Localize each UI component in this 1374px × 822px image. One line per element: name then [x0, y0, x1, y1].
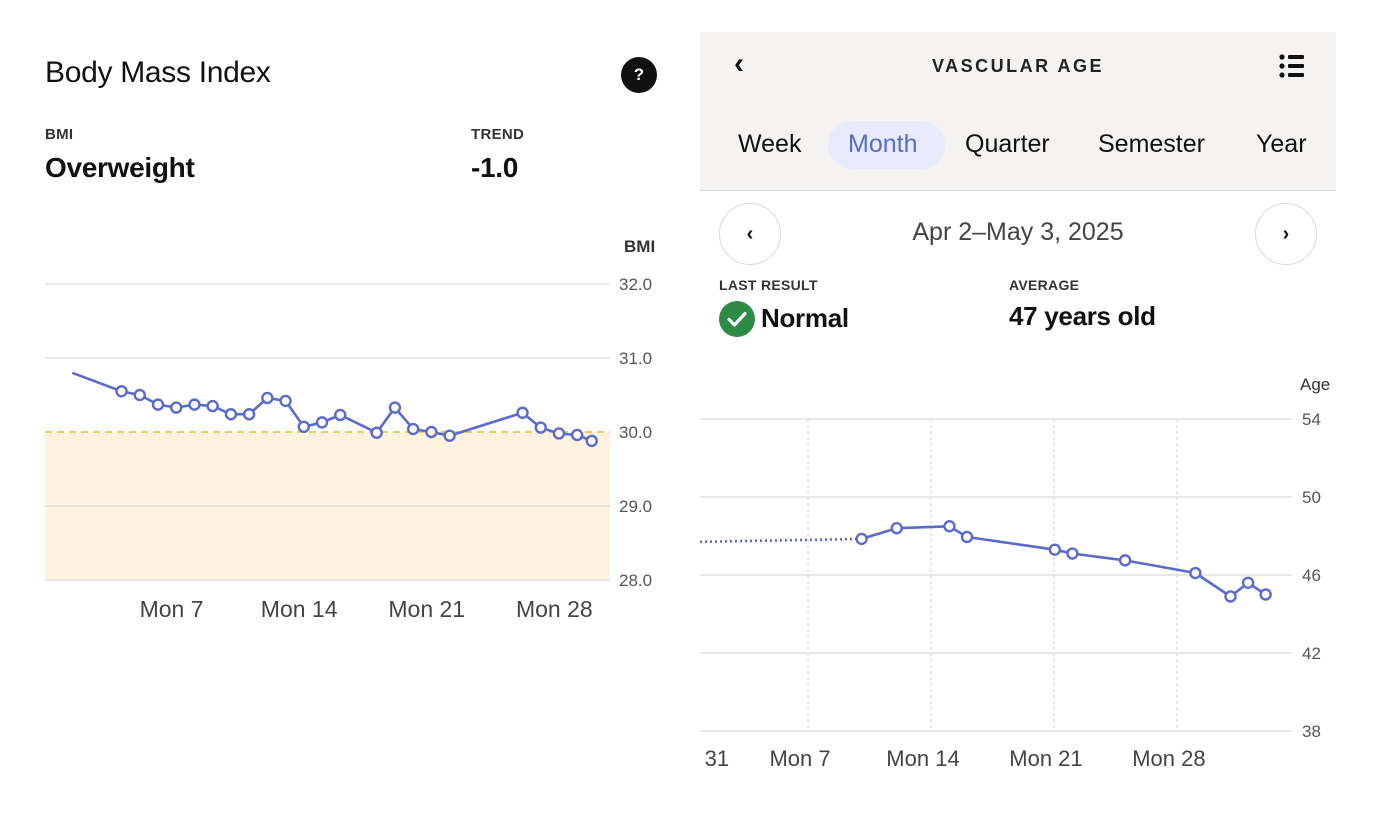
- data-point: [151, 398, 165, 411]
- x-tick-label: Mon 7: [769, 746, 830, 771]
- data-point: [1066, 547, 1079, 560]
- bmi-value: Overweight: [45, 152, 195, 183]
- bmi-panel: Body Mass Index ? BMI Overweight TREND -…: [0, 0, 690, 660]
- date-range: Apr 2–May 3, 2025: [912, 218, 1124, 246]
- data-point: [1224, 590, 1237, 603]
- data-point: [279, 394, 292, 408]
- y-tick-label: 32.0: [619, 275, 652, 294]
- x-tick-label: 31: [705, 746, 729, 771]
- y-axis-label: BMI: [624, 237, 655, 256]
- series-line: [71, 371, 593, 443]
- average-value: 47 years old: [1009, 301, 1156, 331]
- y-tick-label: 50: [1302, 488, 1321, 507]
- tab-quarter[interactable]: Quarter: [965, 130, 1050, 158]
- x-tick-label: Mon 21: [388, 596, 465, 622]
- list-icon[interactable]: [1278, 52, 1306, 80]
- data-point: [443, 429, 456, 442]
- page-title: VASCULAR AGE: [931, 56, 1104, 76]
- help-icon[interactable]: ?: [621, 57, 657, 93]
- y-tick-label: 54: [1302, 410, 1321, 429]
- x-tick-label: Mon 21: [1009, 746, 1082, 771]
- x-tick-label: Mon 14: [261, 596, 338, 622]
- data-point: [516, 406, 529, 419]
- data-point: [261, 391, 274, 405]
- y-tick-label: 46: [1302, 566, 1321, 585]
- data-point: [334, 408, 347, 422]
- y-tick-label: 28.0: [619, 571, 652, 590]
- trend-label: TREND: [471, 126, 525, 143]
- data-point: [133, 388, 146, 402]
- data-point: [315, 416, 329, 429]
- page-title: Body Mass Index: [45, 56, 271, 89]
- y-tick-label: 30.0: [619, 423, 652, 442]
- check-icon: [719, 301, 755, 337]
- trend-value: -1.0: [471, 152, 519, 183]
- data-point: [570, 428, 584, 442]
- x-tick-label: Mon 7: [140, 596, 204, 622]
- bmi-chart: 32.0 31.0 30.0 29.0 28.0 BMI Mon 7 Mon 14 Mon 21…: [45, 237, 655, 622]
- bmi-label: BMI: [45, 126, 74, 143]
- data-point: [206, 399, 219, 413]
- tab-week[interactable]: Week: [738, 130, 802, 158]
- tab-semester[interactable]: Semester: [1098, 130, 1205, 158]
- data-point: [370, 426, 383, 439]
- y-axis-label: Age: [1300, 375, 1330, 394]
- data-point: [242, 408, 256, 421]
- dotted-segment: [700, 537, 862, 544]
- data-point: [1118, 554, 1132, 567]
- y-tick-label: 42: [1302, 644, 1321, 663]
- y-tick-label: 29.0: [619, 497, 652, 516]
- data-point: [1189, 566, 1202, 580]
- data-point: [534, 421, 547, 434]
- x-tick-label: Mon 14: [886, 746, 959, 771]
- data-point: [943, 520, 956, 533]
- next-period-button[interactable]: ›: [1255, 203, 1317, 265]
- header: ‹ VASCULAR AGE Week Month Quarter Semest…: [700, 32, 1336, 191]
- active-tab-highlight: [828, 121, 945, 169]
- vascular-age-panel: ‹ VASCULAR AGE Week Month Quarter Semest…: [700, 32, 1336, 792]
- data-point: [585, 434, 598, 448]
- data-point: [297, 420, 311, 434]
- data-point: [188, 398, 201, 411]
- data-point: [115, 385, 128, 398]
- last-result-value: Normal: [761, 303, 849, 333]
- data-point: [890, 521, 903, 535]
- vascular-age-chart: 54 50 46 42 38 Age 31 Mon 7 Mon 14 Mon 21 Mon 28: [700, 375, 1330, 771]
- chevron-left-icon[interactable]: ‹: [734, 47, 744, 80]
- y-tick-label: 31.0: [619, 349, 652, 368]
- data-point: [170, 401, 183, 414]
- data-point: [552, 427, 566, 440]
- x-tick-label: Mon 28: [516, 596, 593, 622]
- prev-period-button[interactable]: ‹: [719, 203, 781, 265]
- last-result-label: LAST RESULT: [719, 277, 818, 293]
- data-point: [388, 401, 402, 414]
- data-point: [224, 408, 238, 421]
- data-point: [1048, 543, 1062, 556]
- y-tick-label: 38: [1302, 722, 1321, 741]
- series-line: [861, 525, 1267, 598]
- average-label: AVERAGE: [1009, 277, 1080, 293]
- data-point: [406, 422, 420, 436]
- tab-year[interactable]: Year: [1256, 130, 1307, 158]
- data-point: [960, 530, 974, 544]
- data-point: [425, 425, 438, 439]
- data-point: [855, 532, 868, 546]
- x-tick-label: Mon 28: [1132, 746, 1205, 771]
- data-point: [1259, 588, 1272, 601]
- tab-month[interactable]: Month: [848, 130, 918, 158]
- data-point: [1241, 576, 1255, 590]
